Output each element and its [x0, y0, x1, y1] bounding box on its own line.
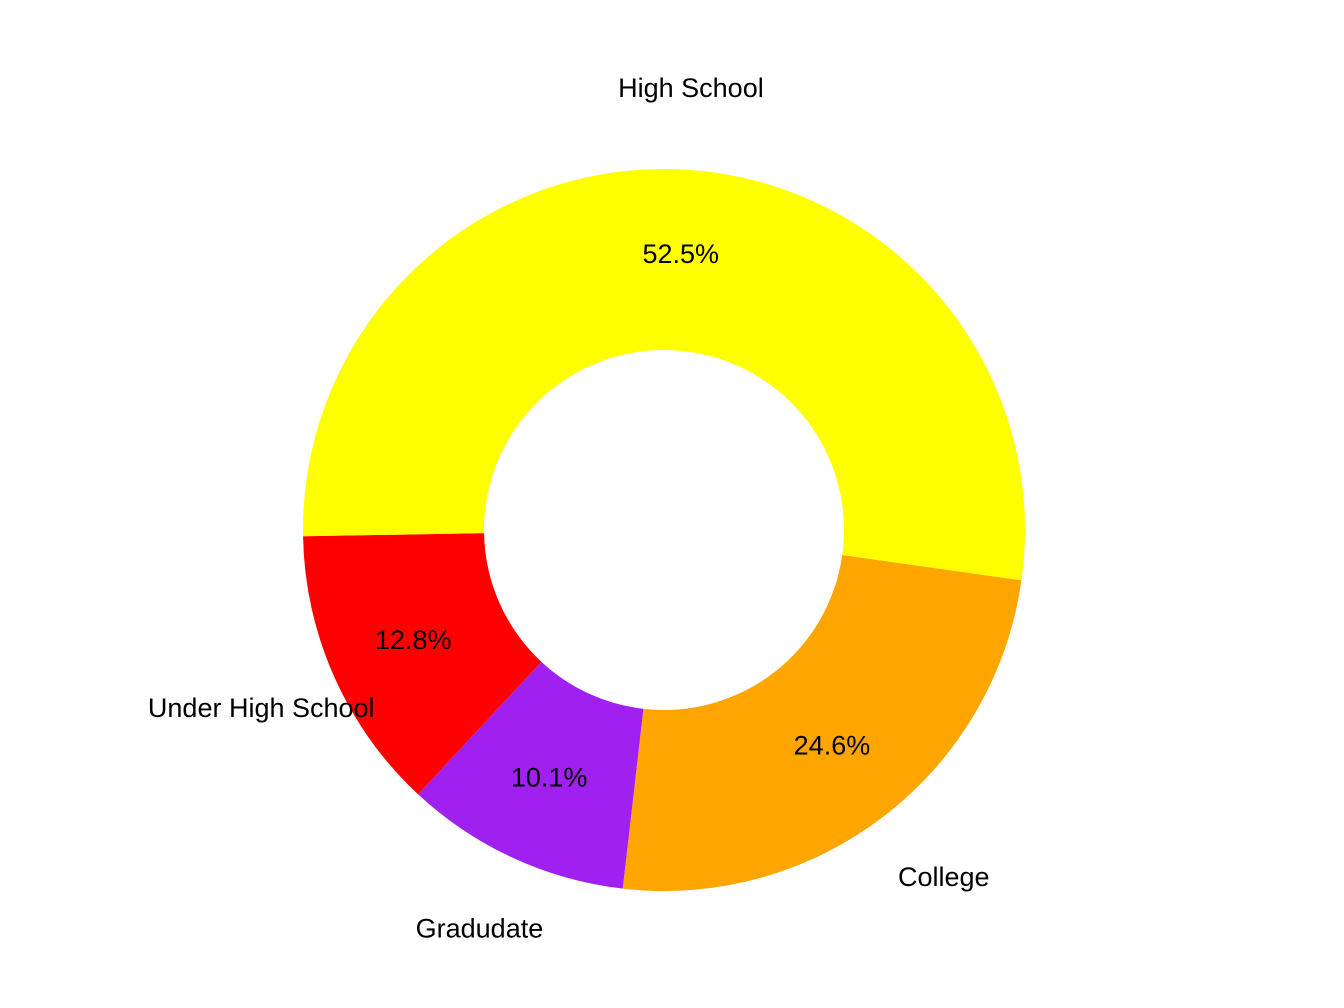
pct-label-under-high-school: 12.8% — [375, 625, 452, 655]
pct-label-college: 24.6% — [794, 730, 871, 760]
pct-label-high-school: 52.5% — [642, 239, 719, 269]
category-label-college: College — [898, 862, 990, 892]
category-label-under-high-school: Under High School — [148, 693, 375, 723]
category-label-gradudate: Gradudate — [416, 914, 544, 944]
pct-label-gradudate: 10.1% — [511, 762, 588, 792]
category-label-high-school: High School — [618, 73, 764, 103]
